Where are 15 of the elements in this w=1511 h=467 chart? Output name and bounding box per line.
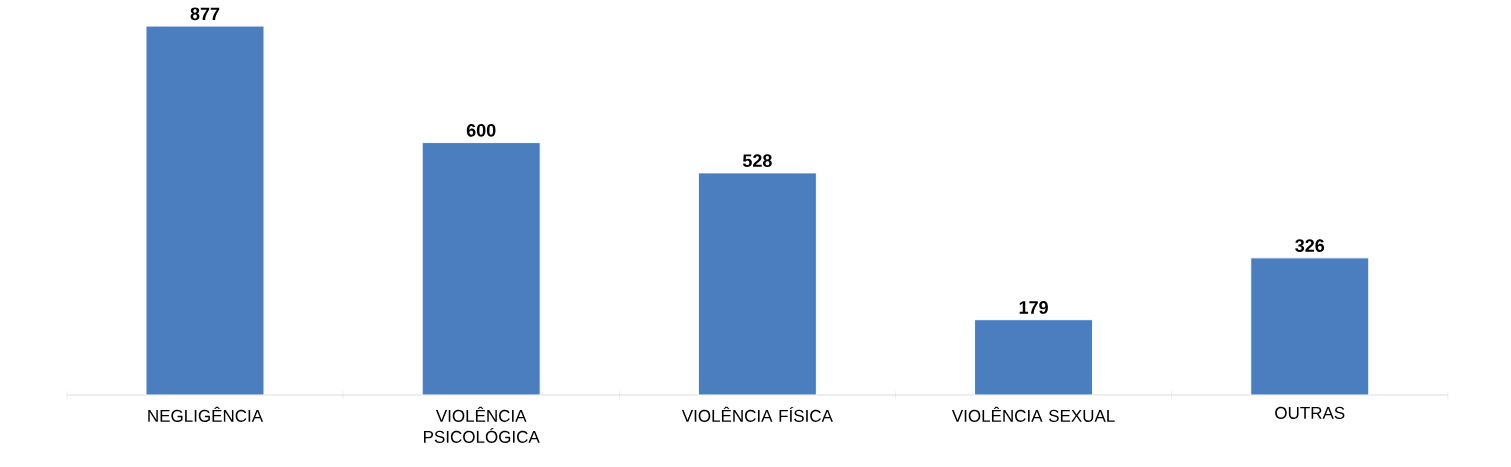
data-label: 179 <box>1019 301 1048 314</box>
bar <box>697 172 817 396</box>
bar <box>1250 257 1370 396</box>
bar <box>974 319 1094 396</box>
bar <box>421 142 541 396</box>
x-tick-label: OUTRAS <box>1275 406 1345 419</box>
x-tick-label: VIOLÊNCIA FÍSICA <box>681 406 833 422</box>
data-label: 528 <box>742 154 772 168</box>
x-tick-label: NEGLIGÊNCIA <box>148 406 264 422</box>
data-label: 326 <box>1295 239 1325 252</box>
x-tick-label: VIOLÊNCIA PSICOLÓGICA <box>424 406 540 443</box>
data-label: 600 <box>466 123 496 137</box>
data-label: 877 <box>190 7 220 21</box>
bar <box>145 25 265 396</box>
x-tick-label: VIOLÊNCIA SEXUAL <box>951 406 1115 422</box>
